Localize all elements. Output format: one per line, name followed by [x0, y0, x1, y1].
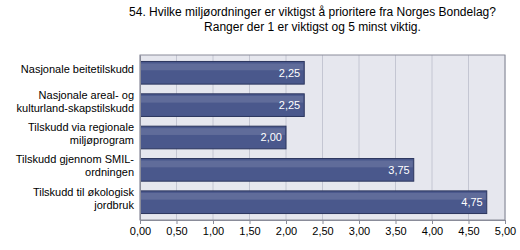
plot-frame — [140, 55, 505, 220]
x-tick-mark — [505, 220, 506, 224]
x-tick-label: 3,50 — [385, 225, 406, 237]
y-tick-label: Nasjonale beitetilskudd — [21, 63, 134, 75]
x-tick-mark — [432, 220, 433, 224]
x-tick: 4,50 — [458, 220, 479, 237]
y-tick-label: Tilskudd til økologiskjordbruk — [33, 186, 135, 211]
bars — [140, 61, 487, 213]
y-axis: Nasjonale beitetilskudd Nasjonale areal- … — [16, 56, 141, 221]
bar — [140, 191, 487, 214]
text-line: Tilskudd via regionale — [28, 121, 134, 133]
y-tick-label: Tilskudd via regionalemiljøprogram — [28, 121, 134, 146]
x-tick-label: 0,50 — [166, 225, 187, 237]
x-tick-mark — [140, 220, 141, 224]
x-tick-mark — [213, 220, 214, 224]
x-tick-label: 4,00 — [422, 225, 443, 237]
text-line: miljøprogram — [70, 134, 134, 146]
data-label: 3,75 — [388, 164, 409, 176]
text-line: Tilskudd gjennom SMIL- — [16, 153, 135, 165]
title: 54. Hvilke miljøordninger er viktigst å … — [129, 5, 496, 34]
bar — [140, 126, 286, 149]
x-tick: 3,50 — [385, 220, 406, 237]
y-tick: Tilskudd til økologiskjordbruk — [33, 186, 135, 211]
grid — [140, 55, 505, 220]
y-tick: Nasjonale areal- ogkulturland-skapstilsk… — [17, 89, 134, 114]
text-line: ordningen — [85, 166, 134, 178]
text-line: jordbruk — [93, 199, 134, 211]
x-tick-mark — [323, 220, 324, 224]
x-tick-label: 2,00 — [276, 225, 297, 237]
plot-background — [140, 55, 505, 220]
bar — [140, 61, 304, 84]
text-line: Nasjonale beitetilskudd — [21, 63, 134, 75]
x-tick-mark — [250, 220, 251, 224]
chart: 54. Hvilke miljøordninger er viktigst å … — [0, 0, 520, 250]
x-tick: 3,00 — [349, 220, 370, 237]
y-tick-label: Nasjonale areal- ogkulturland-skapstilsk… — [17, 89, 134, 114]
text-line: Ranger der 1 er viktigst og 5 minst vikt… — [204, 20, 421, 34]
x-tick-label: 1,50 — [239, 225, 260, 237]
x-tick-label: 5,00 — [495, 225, 516, 237]
data-label: 2,25 — [279, 67, 300, 79]
plot: 0,00 0,50 1,00 1,50 2,00 2,50 3,00 3,50 4,00 4,50… — [16, 55, 516, 237]
x-tick: 5,00 — [495, 220, 516, 237]
x-tick: 1,50 — [239, 220, 260, 237]
y-tick: Tilskudd gjennom SMIL-ordningen — [16, 153, 135, 178]
x-tick-label: 3,00 — [349, 225, 370, 237]
bar — [140, 94, 304, 117]
text-line: 54. Hvilke miljøordninger er viktigst å … — [129, 5, 496, 19]
x-tick: 2,50 — [312, 220, 333, 237]
text-line: kulturland-skapstilskudd — [17, 102, 134, 114]
x-axis-line — [141, 221, 506, 225]
x-tick: 0,00 — [130, 220, 151, 237]
x-tick-mark — [396, 220, 397, 224]
x-tick-mark — [286, 220, 287, 224]
text-line: Tilskudd til økologisk — [33, 186, 135, 198]
data-label: 2,00 — [261, 131, 282, 143]
x-tick: 2,00 — [276, 220, 297, 237]
bar-highlight — [141, 193, 486, 200]
data-labels: 2,25 2,25 2,00 3,75 4,75 — [261, 67, 483, 208]
x-tick-mark — [469, 220, 470, 224]
x-tick-label: 2,50 — [312, 225, 333, 237]
x-tick: 4,00 — [422, 220, 443, 237]
x-axis: 0,00 0,50 1,00 1,50 2,00 2,50 3,00 3,50 4,00 4,50… — [130, 220, 516, 237]
data-label: 2,25 — [279, 99, 300, 111]
x-tick: 1,00 — [203, 220, 224, 237]
y-tick: Nasjonale beitetilskudd — [21, 63, 134, 75]
x-tick-label: 0,00 — [130, 225, 151, 237]
bar — [140, 159, 414, 182]
x-tick-label: 1,00 — [203, 225, 224, 237]
x-tick-mark — [177, 220, 178, 224]
data-label: 4,75 — [461, 196, 482, 208]
y-axis-line — [140, 56, 141, 221]
x-tick-label: 4,50 — [458, 225, 479, 237]
y-tick: Tilskudd via regionalemiljøprogram — [28, 121, 134, 146]
x-tick: 0,50 — [166, 220, 187, 237]
y-tick-label: Tilskudd gjennom SMIL-ordningen — [16, 153, 135, 178]
x-tick-mark — [359, 220, 360, 224]
text-line: Nasjonale areal- og — [39, 89, 134, 101]
bar-highlight — [141, 161, 413, 168]
